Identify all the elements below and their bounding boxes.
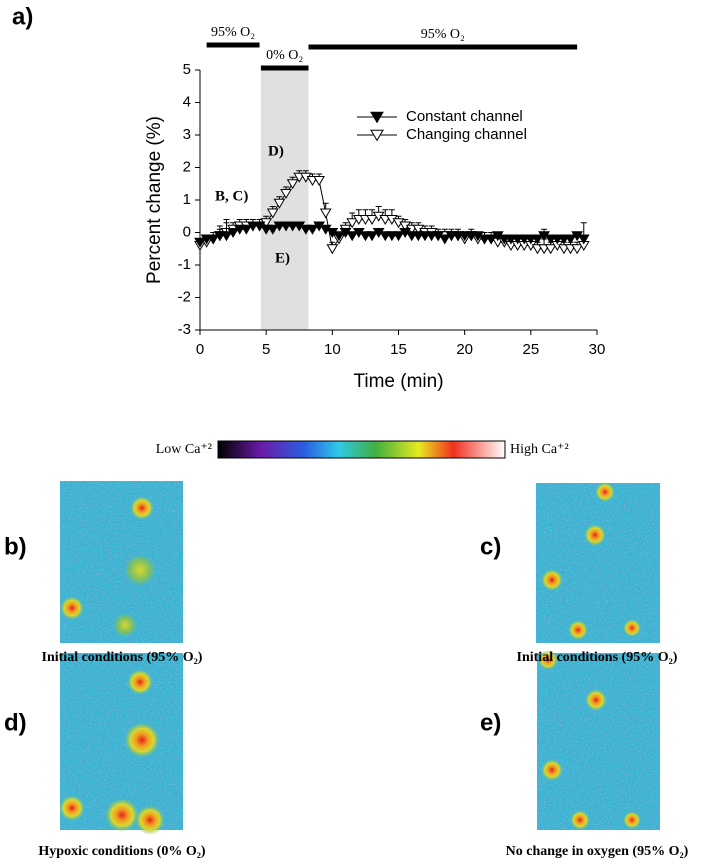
marker — [577, 234, 590, 245]
marker — [438, 234, 451, 245]
panel-caption: Initial conditions (95% O₂) — [42, 650, 203, 665]
x-tick-label: 30 — [589, 341, 606, 358]
marker — [280, 189, 292, 199]
cell — [541, 759, 563, 781]
x-tick-label: 5 — [262, 341, 270, 358]
condition-label: 0% O₂ — [266, 48, 303, 63]
marker — [266, 224, 279, 235]
annotation: E) — [275, 250, 290, 266]
cell — [585, 689, 607, 711]
marker — [346, 231, 359, 242]
marker — [240, 224, 253, 235]
marker — [366, 215, 378, 225]
x-tick-label: 10 — [324, 341, 341, 358]
cell — [568, 620, 588, 640]
image-noise — [537, 653, 660, 830]
panel-label: a) — [12, 3, 33, 30]
cell — [541, 569, 563, 591]
colorbar-high: High Ca⁺² — [510, 442, 569, 457]
series — [194, 221, 590, 248]
colorbar: Low Ca⁺² High Ca⁺² — [156, 440, 569, 459]
y-tick-label: -2 — [178, 288, 191, 305]
legend-marker — [370, 129, 384, 142]
cell — [124, 722, 160, 758]
cell — [135, 805, 165, 835]
condition-label: 95% O₂ — [421, 27, 465, 42]
hypoxia-shade — [260, 70, 309, 330]
marker — [286, 179, 299, 190]
panel-caption: Initial conditions (95% O₂) — [517, 650, 678, 665]
cell — [59, 795, 85, 821]
y-tick-label: -3 — [178, 321, 191, 338]
cell — [105, 798, 139, 832]
x-tick-label: 25 — [522, 341, 539, 358]
marker — [333, 231, 345, 242]
cell — [570, 810, 590, 830]
marker — [306, 224, 319, 235]
marker — [273, 198, 286, 209]
cell — [595, 482, 615, 502]
y-tick-label: 4 — [183, 93, 191, 110]
cell — [623, 811, 641, 829]
legend-marker — [370, 111, 384, 124]
panel-label: c) — [480, 533, 501, 560]
legend-label: Changing channel — [406, 126, 527, 143]
annotation: B, C) — [215, 188, 248, 204]
marker — [485, 234, 498, 245]
marker — [319, 208, 332, 219]
x-tick-label: 15 — [390, 341, 407, 358]
marker — [266, 208, 279, 219]
panel-label: b) — [4, 533, 27, 560]
colorbar-low: Low Ca⁺² — [156, 442, 212, 457]
marker — [326, 244, 339, 255]
marker — [392, 231, 405, 242]
y-tick-label: 3 — [183, 126, 191, 143]
x-axis-label: Time (min) — [353, 371, 443, 392]
image-c — [536, 482, 660, 643]
annotation: D) — [268, 143, 284, 159]
image-noise — [536, 483, 660, 643]
panel-label: d) — [4, 709, 27, 736]
marker — [564, 234, 577, 245]
cell — [124, 554, 156, 586]
x-tick-label: 20 — [456, 341, 473, 358]
legend-label: Constant channel — [406, 108, 523, 125]
y-tick-label: 0 — [183, 223, 191, 240]
cell — [113, 613, 137, 637]
marker — [220, 231, 233, 242]
cell — [60, 596, 84, 620]
marker — [544, 244, 557, 255]
marker — [227, 228, 239, 238]
marker — [313, 176, 325, 186]
y-tick-label: -1 — [178, 256, 191, 273]
image-e — [537, 650, 660, 830]
cell — [127, 669, 153, 695]
marker — [207, 234, 220, 245]
y-tick-label: 5 — [183, 61, 191, 78]
condition-label: 95% O₂ — [211, 25, 255, 40]
panel-caption: Hypoxic conditions (0% O₂) — [38, 844, 205, 859]
marker — [346, 218, 359, 229]
panel-caption: No change in oxygen (95% O₂) — [506, 844, 689, 859]
marker — [531, 234, 544, 245]
cell — [623, 619, 641, 637]
cell — [130, 496, 154, 520]
cell — [584, 524, 606, 546]
image-b — [60, 481, 183, 643]
y-tick-label: 2 — [183, 158, 191, 175]
marker — [571, 244, 584, 255]
y-axis-label: Percent change (%) — [144, 116, 165, 284]
image-d — [59, 653, 183, 835]
marker — [366, 231, 378, 242]
cell — [538, 650, 558, 670]
y-tick-label: 1 — [183, 191, 191, 208]
marker — [194, 237, 206, 248]
panel-label: e) — [480, 709, 501, 736]
x-tick-label: 0 — [196, 341, 204, 358]
colorbar-gradient — [217, 440, 506, 459]
